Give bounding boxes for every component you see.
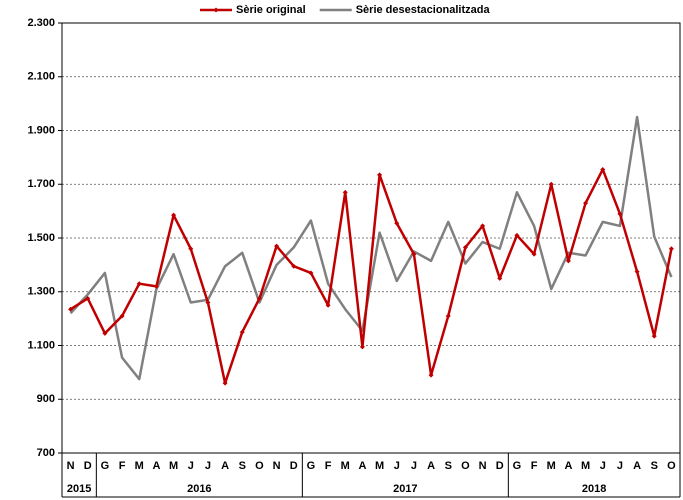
point-marker (205, 300, 211, 305)
x-tick-label: N (479, 460, 487, 472)
x-tick-label: A (358, 460, 366, 472)
year-label: 2017 (393, 483, 417, 495)
year-label: 2016 (187, 483, 211, 495)
x-tick-label: G (307, 460, 316, 472)
legend-marker (213, 7, 219, 13)
x-tick-label: S (239, 460, 246, 472)
point-marker (462, 244, 468, 250)
x-tick-label: M (169, 460, 178, 472)
point-marker (411, 251, 417, 257)
x-tick-label: J (205, 460, 211, 472)
x-tick-label: M (581, 460, 590, 472)
point-marker (497, 275, 503, 281)
point-marker (274, 243, 280, 249)
point-marker (548, 181, 554, 187)
point-marker (188, 246, 194, 252)
x-tick-label: O (255, 460, 264, 472)
point-marker (119, 313, 125, 319)
x-tick-label: D (84, 460, 92, 472)
y-tick-label: 1.700 (27, 178, 55, 190)
y-tick-label: 900 (37, 393, 55, 405)
point-marker (291, 263, 297, 269)
point-marker (394, 220, 400, 226)
point-marker (377, 172, 383, 178)
x-tick-label: S (445, 460, 452, 472)
point-marker (359, 344, 365, 350)
x-tick-label: A (427, 460, 435, 472)
x-tick-label: M (547, 460, 556, 472)
point-marker (480, 223, 486, 229)
y-tick-label: 700 (37, 447, 55, 459)
series-line (69, 115, 673, 381)
point-marker (153, 283, 159, 289)
x-tick-label: J (617, 460, 623, 472)
series-line (69, 168, 673, 385)
x-tick-label: G (513, 460, 522, 472)
y-tick-label: 2.300 (27, 17, 55, 29)
x-tick-label: A (152, 460, 160, 472)
x-tick-label: G (101, 460, 110, 472)
x-tick-label: J (411, 460, 417, 472)
point-marker (428, 372, 434, 378)
point-marker (171, 212, 177, 218)
x-tick-label: F (531, 460, 538, 472)
x-tick-label: J (394, 460, 400, 472)
x-tick-label: N (273, 460, 281, 472)
point-marker (617, 211, 623, 217)
x-tick-label: A (564, 460, 572, 472)
x-tick-label: F (325, 460, 332, 472)
point-marker (222, 380, 228, 386)
x-tick-label: F (119, 460, 126, 472)
point-marker (634, 269, 640, 275)
legend-label: Sèrie desestacionalitzada (356, 4, 491, 16)
point-marker (531, 251, 537, 257)
point-marker (651, 333, 657, 339)
point-marker (342, 189, 348, 195)
year-label: 2018 (582, 483, 606, 495)
point-marker (668, 246, 674, 252)
point-marker (600, 166, 606, 172)
point-marker (308, 270, 314, 276)
x-tick-label: J (600, 460, 606, 472)
point-marker (68, 306, 74, 312)
year-label: 2015 (67, 483, 91, 495)
y-tick-label: 1.300 (27, 286, 55, 298)
x-tick-label: D (496, 460, 504, 472)
x-tick-label: S (651, 460, 658, 472)
plot-frame (61, 22, 681, 454)
x-tick-label: J (188, 460, 194, 472)
x-tick-label: O (461, 460, 470, 472)
x-tick-label: A (221, 460, 229, 472)
point-marker (85, 295, 91, 301)
point-marker (102, 330, 108, 336)
x-tick-label: A (633, 460, 641, 472)
point-marker (514, 232, 520, 238)
point-marker (136, 281, 142, 287)
y-tick-label: 1.900 (27, 124, 55, 136)
point-marker (239, 329, 245, 335)
point-marker (256, 295, 262, 301)
legend-label: Sèrie original (236, 4, 306, 16)
x-tick-label: O (667, 460, 676, 472)
point-marker (565, 258, 571, 264)
point-marker (583, 200, 589, 206)
y-tick-label: 1.100 (27, 339, 55, 351)
x-tick-label: M (375, 460, 384, 472)
point-marker (325, 302, 331, 308)
point-marker (445, 313, 451, 319)
x-tick-label: D (290, 460, 298, 472)
x-tick-label: M (135, 460, 144, 472)
x-tick-label: M (341, 460, 350, 472)
y-tick-label: 1.500 (27, 232, 55, 244)
y-tick-label: 2.100 (27, 71, 55, 83)
x-tick-label: N (67, 460, 75, 472)
